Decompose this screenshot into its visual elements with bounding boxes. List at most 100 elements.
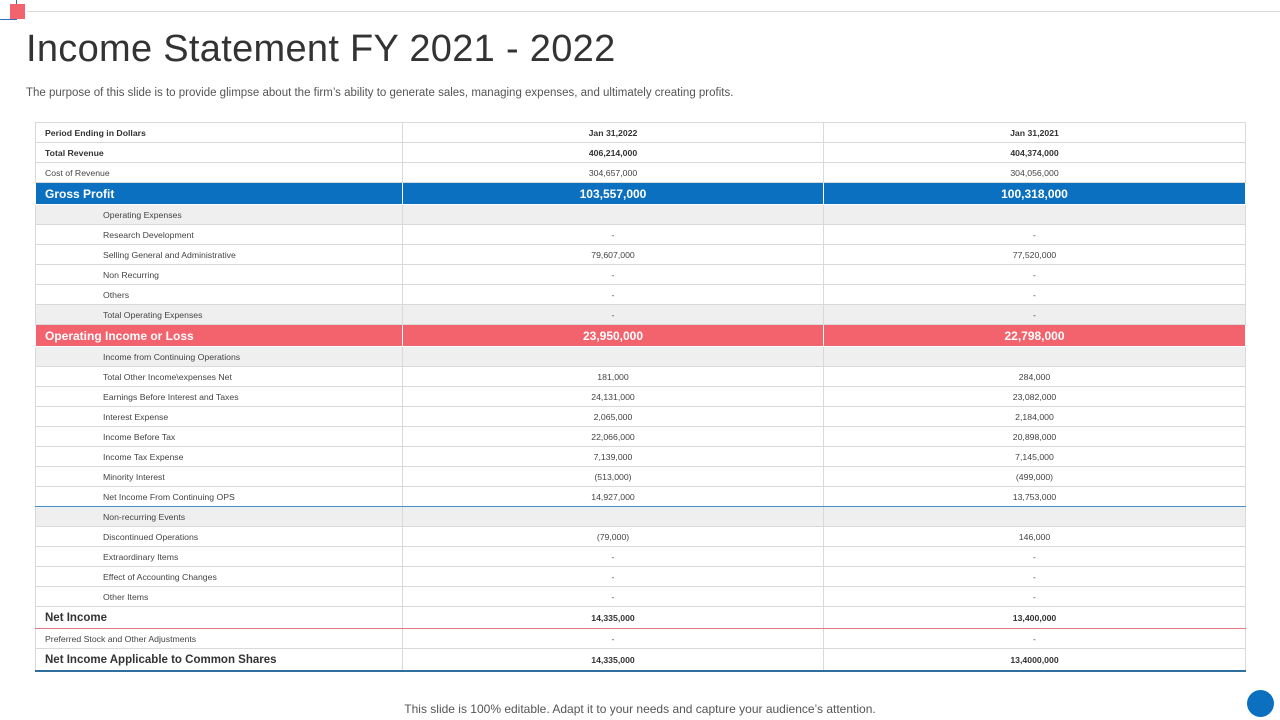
value-fy2022: 304,657,000: [402, 162, 824, 183]
value-fy2021: 146,000: [823, 526, 1246, 547]
table-row: Extraordinary Items - -: [35, 546, 1246, 567]
value-fy2022: 406,214,000: [402, 142, 824, 163]
row-label: Income Before Tax: [35, 426, 403, 447]
value-fy2022: -: [402, 566, 824, 587]
row-label: Research Development: [35, 224, 403, 245]
value-fy2022: 181,000: [402, 366, 824, 387]
value-fy2022: 79,607,000: [402, 244, 824, 265]
top-divider: [27, 11, 1280, 12]
value-fy2022: Jan 31,2022: [402, 122, 824, 143]
value-fy2022: -: [402, 284, 824, 305]
value-fy2021: 404,374,000: [823, 142, 1246, 163]
row-label: Minority Interest: [35, 466, 403, 487]
value-fy2021: [823, 346, 1246, 367]
value-fy2021: -: [823, 586, 1246, 607]
table-row: Preferred Stock and Other Adjustments - -: [35, 628, 1246, 649]
value-fy2021: 284,000: [823, 366, 1246, 387]
value-fy2022: 14,335,000: [402, 648, 824, 672]
table-row: Total Revenue 406,214,000 404,374,000: [35, 142, 1246, 163]
row-label: Other Items: [35, 586, 403, 607]
row-label: Net Income From Continuing OPS: [35, 486, 403, 507]
value-fy2022: -: [402, 224, 824, 245]
value-fy2021: Jan 31,2021: [823, 122, 1246, 143]
value-fy2022: 2,065,000: [402, 406, 824, 427]
row-label: Net Income: [35, 606, 403, 629]
table-row: Income Before Tax 22,066,000 20,898,000: [35, 426, 1246, 447]
value-fy2021: 2,184,000: [823, 406, 1246, 427]
value-fy2022: 14,927,000: [402, 486, 824, 507]
table-row: Gross Profit 103,557,000 100,318,000: [35, 182, 1246, 205]
value-fy2021: 13,753,000: [823, 486, 1246, 507]
value-fy2021: [823, 204, 1246, 225]
value-fy2021: 20,898,000: [823, 426, 1246, 447]
table-row: Income from Continuing Operations: [35, 346, 1246, 367]
table-row: Selling General and Administrative 79,607…: [35, 244, 1246, 265]
slide-footer: This slide is 100% editable. Adapt it to…: [404, 702, 876, 716]
table-row: Net Income 14,335,000 13,400,000: [35, 606, 1246, 629]
table-row: Operating Income or Loss 23,950,000 22,798…: [35, 324, 1246, 347]
value-fy2022: 24,131,000: [402, 386, 824, 407]
value-fy2022: -: [402, 304, 824, 325]
value-fy2021: 22,798,000: [823, 324, 1246, 347]
value-fy2021: -: [823, 566, 1246, 587]
value-fy2021: 77,520,000: [823, 244, 1246, 265]
row-label: Extraordinary Items: [35, 546, 403, 567]
table-row: Cost of Revenue 304,657,000 304,056,000: [35, 162, 1246, 183]
value-fy2022: (513,000): [402, 466, 824, 487]
table-row: Earnings Before Interest and Taxes 24,131…: [35, 386, 1246, 407]
value-fy2021: -: [823, 628, 1246, 649]
value-fy2021: 13,400,000: [823, 606, 1246, 629]
slide-subtitle: The purpose of this slide is to provide …: [26, 87, 734, 99]
row-label: Net Income Applicable to Common Shares: [35, 648, 403, 672]
row-label: Non-recurring Events: [35, 506, 403, 527]
row-label: Selling General and Administrative: [35, 244, 403, 265]
row-label: Preferred Stock and Other Adjustments: [35, 628, 403, 649]
value-fy2021: -: [823, 264, 1246, 285]
row-label: Gross Profit: [35, 182, 403, 205]
corner-square-decoration: [10, 4, 25, 19]
row-label: Discontinued Operations: [35, 526, 403, 547]
value-fy2022: -: [402, 628, 824, 649]
value-fy2022: [402, 346, 824, 367]
table-row: Total Operating Expenses - -: [35, 304, 1246, 325]
row-label: Others: [35, 284, 403, 305]
value-fy2021: 100,318,000: [823, 182, 1246, 205]
value-fy2022: 14,335,000: [402, 606, 824, 629]
row-label: Income from Continuing Operations: [35, 346, 403, 367]
value-fy2022: [402, 506, 824, 527]
table-row: Interest Expense 2,065,000 2,184,000: [35, 406, 1246, 427]
value-fy2021: -: [823, 284, 1246, 305]
value-fy2022: -: [402, 546, 824, 567]
value-fy2022: 103,557,000: [402, 182, 824, 205]
value-fy2021: 23,082,000: [823, 386, 1246, 407]
value-fy2021: 13,4000,000: [823, 648, 1246, 672]
table-row: Operating Expenses: [35, 204, 1246, 225]
row-label: Earnings Before Interest and Taxes: [35, 386, 403, 407]
value-fy2022: [402, 204, 824, 225]
table-row: Others - -: [35, 284, 1246, 305]
row-label: Operating Income or Loss: [35, 324, 403, 347]
value-fy2021: (499,000): [823, 466, 1246, 487]
table-row: Net Income Applicable to Common Shares 14…: [35, 648, 1246, 672]
corner-circle-decoration: [1247, 690, 1274, 717]
table-row: Research Development - -: [35, 224, 1246, 245]
table-row: Net Income From Continuing OPS 14,927,000…: [35, 486, 1246, 507]
table-row: Income Tax Expense 7,139,000 7,145,000: [35, 446, 1246, 467]
table-row: Minority Interest (513,000) (499,000): [35, 466, 1246, 487]
table-row: Other Items - -: [35, 586, 1246, 607]
income-statement-table: Period Ending in Dollars Jan 31,2022 Jan 3…: [35, 122, 1246, 672]
value-fy2021: -: [823, 304, 1246, 325]
table-row: Effect of Accounting Changes - -: [35, 566, 1246, 587]
value-fy2021: 304,056,000: [823, 162, 1246, 183]
table-row: Non Recurring - -: [35, 264, 1246, 285]
table-row: Non-recurring Events: [35, 506, 1246, 527]
value-fy2022: 22,066,000: [402, 426, 824, 447]
value-fy2021: 7,145,000: [823, 446, 1246, 467]
row-label: Total Operating Expenses: [35, 304, 403, 325]
table-row: Discontinued Operations (79,000) 146,000: [35, 526, 1246, 547]
value-fy2021: -: [823, 546, 1246, 567]
row-label: Total Other Income\expenses Net: [35, 366, 403, 387]
row-label: Operating Expenses: [35, 204, 403, 225]
value-fy2022: 23,950,000: [402, 324, 824, 347]
slide-title: Income Statement FY 2021 - 2022: [26, 28, 616, 70]
